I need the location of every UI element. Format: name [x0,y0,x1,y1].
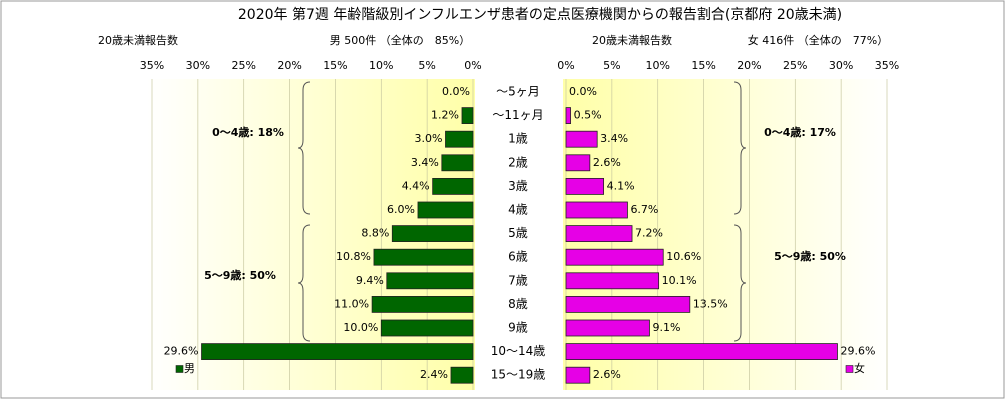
grid [151,79,888,390]
value-label: 29.6% [840,345,875,358]
category-label: 7歳 [508,273,528,287]
annotation: 0～4歳: 18% [212,125,284,139]
value-label: 10.0% [343,321,378,334]
value-label: 29.6% [164,345,199,358]
value-label: 8.8% [361,227,389,240]
value-label: 4.4% [402,179,430,192]
x-tick-label: 25% [783,59,807,72]
value-label: 4.1% [607,179,635,192]
bar [386,272,474,290]
legend-swatch [175,365,184,373]
category-label: 3歳 [508,179,528,193]
brace [297,81,311,215]
category-label: 4歳 [508,203,528,217]
value-label: 9.1% [652,321,680,334]
bar [373,248,474,266]
category-label: 6歳 [508,250,528,264]
value-label: 11.0% [334,297,369,310]
left-heading-label: 20歳未満報告数 [98,34,178,47]
value-label: 6.0% [387,203,415,216]
category-label: 5歳 [508,226,528,240]
bar [565,366,591,384]
brace [733,81,747,215]
bar [565,107,571,124]
annotation: 5～9歳: 50% [204,268,276,282]
value-label: 2.6% [593,368,621,381]
x-tick-label: 35% [875,59,899,72]
bar [371,295,474,313]
annotation: 0～4歳: 17% [764,125,836,139]
value-label: 7.2% [635,227,663,240]
value-label: 0.0% [569,85,597,98]
value-label: 1.2% [431,109,459,122]
x-tick-label: 0% [464,59,481,72]
x-tick-label: 5% [603,59,620,72]
x-tick-label: 10% [645,59,669,72]
bar [565,154,591,172]
bar [441,154,474,172]
bar [445,130,474,148]
value-label: 10.1% [662,274,697,287]
brace [733,224,747,342]
category-label: ～5ヶ月 [496,85,540,99]
left-heading: 男 500件 （全体の 85%） [330,33,470,47]
x-tick-label: 35% [140,59,164,72]
bar [565,201,628,219]
x-tick-label: 20% [277,59,301,72]
bar [565,248,664,266]
value-label: 9.4% [356,274,384,287]
value-label: 6.7% [630,203,658,216]
value-label: 3.0% [415,132,443,145]
category-label: 8歳 [508,297,528,311]
category-label: 2歳 [508,155,528,169]
bar [565,295,691,313]
category-label: 1歳 [508,132,528,146]
right-heading-label: 20歳未満報告数 [592,34,672,47]
x-tick-label: 20% [737,59,761,72]
bar [380,319,474,337]
legend-label: 男 [184,362,195,375]
x-tick-label: 5% [418,59,435,72]
x-tick-label: 25% [231,59,255,72]
bar [432,177,474,195]
x-tick-label: 15% [323,59,347,72]
bar [565,177,605,195]
chart-title: 2020年 第7週 年齢階級別インフルエンザ患者の定点医療機関からの報告割合(京… [238,6,842,23]
bar [417,201,474,219]
bar [565,272,660,290]
value-label: 2.6% [593,156,621,169]
category-label: 10～14歳 [491,344,546,358]
value-label: 3.4% [600,132,628,145]
right-heading: 女 416件 （全体の 77%） [748,33,888,47]
bar [391,225,474,243]
x-tick-label: 30% [186,59,210,72]
category-label: 9歳 [508,321,528,335]
bar [565,130,598,148]
bar [461,107,474,124]
value-label: 0.0% [442,85,470,98]
x-tick-label: 30% [829,59,853,72]
bar [565,343,838,361]
bar [565,225,633,243]
brace [297,224,311,342]
bar [565,319,650,337]
x-tick-label: 10% [369,59,393,72]
bar [450,366,474,384]
x-tick-label: 15% [691,59,715,72]
value-label: 3.4% [411,156,439,169]
value-label: 2.4% [420,368,448,381]
value-label: 10.6% [666,250,701,263]
value-label: 13.5% [693,297,728,310]
category-label: ～11ヶ月 [492,108,543,122]
category-label: 15～19歳 [491,368,546,382]
value-label: 10.8% [336,250,371,263]
legend-label: 女 [854,361,865,375]
value-label: 0.5% [574,109,602,122]
legend-swatch [845,365,854,373]
x-tick-label: 0% [557,59,574,72]
annotation: 5～9歳: 50% [774,249,846,263]
bar [201,343,474,361]
